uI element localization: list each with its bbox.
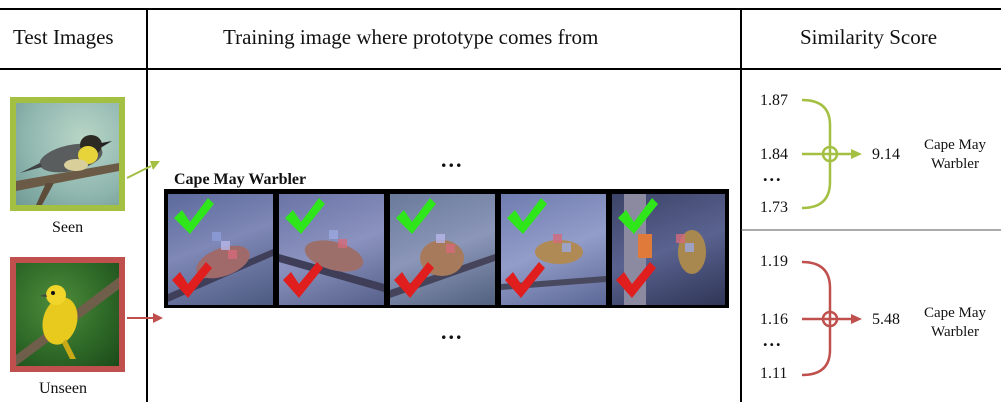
unseen-test-image <box>10 257 125 372</box>
ellipsis-bottom: ... <box>441 319 464 344</box>
unseen-caption: Unseen <box>39 380 87 397</box>
ellipsis-top: ... <box>441 147 464 172</box>
prototype-image-2 <box>279 194 384 305</box>
seen-total-score: 9.14 <box>872 146 900 163</box>
prototype-image-1 <box>168 194 273 305</box>
unseen-class-name: Cape May Warbler <box>923 305 987 340</box>
header-training-image: Training image where prototype comes fro… <box>223 25 599 49</box>
unseen-total-score: 5.48 <box>872 311 900 328</box>
seen-score-ellipsis: ... <box>763 165 783 185</box>
seen-score-2: 1.84 <box>760 146 788 163</box>
unseen-score-1: 1.19 <box>760 253 788 270</box>
prototype-image-5 <box>612 194 725 305</box>
prototype-image-3 <box>390 194 495 305</box>
seen-score-1: 1.87 <box>760 92 788 109</box>
seen-test-image <box>10 97 125 211</box>
unseen-score-2: 1.16 <box>760 311 788 328</box>
prototype-image-4 <box>501 194 606 305</box>
header-test-images: Test Images <box>13 25 114 49</box>
seen-score-3: 1.73 <box>760 199 788 216</box>
unseen-score-3: 1.11 <box>760 365 788 382</box>
prototype-box-label: Cape May Warbler <box>174 171 307 188</box>
unseen-score-ellipsis: ... <box>763 330 783 350</box>
header-similarity-score: Similarity Score <box>800 25 938 49</box>
seen-caption: Seen <box>52 219 84 236</box>
seen-class-name: Cape May Warbler <box>923 137 987 172</box>
